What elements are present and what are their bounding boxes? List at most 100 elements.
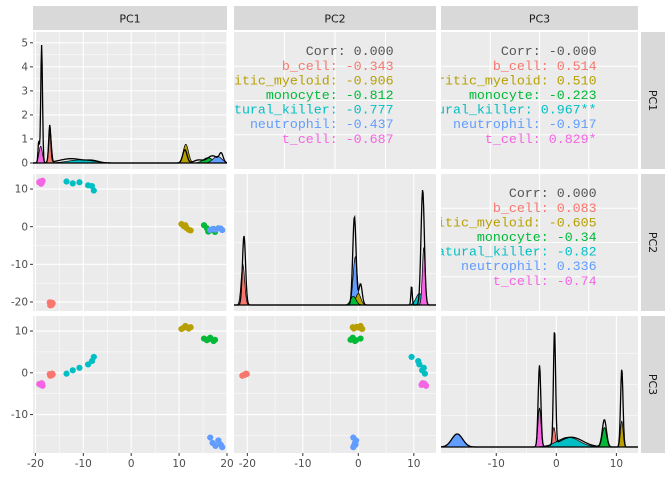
point-natural-killer <box>415 358 422 365</box>
panel-density-pc2 <box>234 174 436 311</box>
point-natural-killer <box>69 180 76 187</box>
x-tick-label: 10 <box>407 458 420 470</box>
corr-overall: Corr: 0.000 <box>509 186 597 201</box>
point-neutrophil <box>207 434 214 441</box>
point-t-cell <box>39 380 46 387</box>
y-tick-label: 3 <box>21 85 28 97</box>
corr-monocyte: monocyte: -0.223 <box>469 88 597 103</box>
point-natural-killer <box>408 353 415 361</box>
point-t-cell <box>421 380 428 387</box>
point-dendritic-myeloid <box>357 322 364 330</box>
y-tick-label: 1 <box>21 134 28 146</box>
point-natural-killer <box>76 364 83 371</box>
corr-natural-killer: natural_killer: -0.82 <box>429 245 597 260</box>
y-axis-row-3: -10 0 10 <box>11 326 33 421</box>
point-neutrophil <box>219 226 226 234</box>
point-neutrophil <box>219 444 226 451</box>
panel-scatter-pc2-pc3 <box>234 316 436 453</box>
point-natural-killer <box>63 178 70 185</box>
point-neutrophil <box>350 444 357 451</box>
point-b-cell <box>49 370 56 377</box>
x-tick-label: 0 <box>128 458 135 470</box>
column-strips: PC1 PC2 PC3 <box>33 6 638 30</box>
panel-density-pc1 <box>33 32 228 169</box>
point-natural-killer <box>90 187 97 194</box>
panel-scatter-pc1-pc3 <box>33 316 228 453</box>
strip-label-col-1: PC1 <box>119 13 140 26</box>
x-tick-label: 10 <box>172 458 185 470</box>
point-monocyte <box>347 336 354 343</box>
point-natural-killer <box>76 179 83 186</box>
corr-t-cell: t_cell: 0.829* <box>485 132 597 147</box>
corr-t-cell: t_cell: -0.74 <box>493 274 597 289</box>
x-tick-label: 0 <box>553 458 560 470</box>
point-t-cell <box>39 178 46 185</box>
y-tick-label: 10 <box>15 326 28 338</box>
y-axis-row-1: 0 1 2 3 4 5 <box>21 37 33 170</box>
corr-overall: Corr: -0.000 <box>501 44 597 59</box>
corr-b-cell: b_cell: -0.343 <box>282 59 394 74</box>
x-tick-label: 0 <box>355 458 362 470</box>
point-natural-killer <box>90 353 97 361</box>
point-monocyte <box>211 336 219 343</box>
panel-density-pc3 <box>441 316 638 453</box>
y-tick-label: 0 <box>21 367 28 379</box>
x-tick-label: -10 <box>488 458 505 470</box>
y-tick-label: 4 <box>21 61 28 73</box>
x-axis-col-1: -20 -10 0 10 20 <box>27 453 234 470</box>
corr-neutrophil: neutrophil: -0.917 <box>453 117 597 132</box>
panel-scatter-pc1-pc2 <box>33 174 228 311</box>
y-tick-label: -20 <box>11 297 28 309</box>
x-axis-col-2: -20 -10 0 10 <box>239 453 420 470</box>
y-tick-label: 0 <box>21 158 28 170</box>
corr-dendritic-myeloid: dendritic_myeloid: 0.510 <box>405 73 597 88</box>
point-b-cell <box>49 299 56 306</box>
point-dendritic-myeloid <box>182 322 189 330</box>
corr-neutrophil: neutrophil: -0.437 <box>250 117 394 132</box>
corr-t-cell: t_cell: -0.687 <box>282 132 394 147</box>
point-dendritic-myeloid <box>349 324 356 331</box>
row-strips: PC1 PC2 PC3 <box>641 32 665 453</box>
x-tick-label: 20 <box>220 458 233 470</box>
y-tick-label: 5 <box>21 37 28 49</box>
strip-label-row-2: PC2 <box>646 232 659 253</box>
corr-b-cell: b_cell: 0.514 <box>493 59 597 74</box>
point-monocyte <box>205 336 212 343</box>
strip-label-row-3: PC3 <box>646 374 659 395</box>
y-tick-label: -10 <box>11 259 28 271</box>
x-tick-label: 10 <box>610 458 623 470</box>
corr-dendritic-myeloid: dendritic_myeloid: -0.906 <box>194 73 394 88</box>
point-natural-killer <box>420 364 427 371</box>
corr-overall: Corr: 0.000 <box>306 44 394 59</box>
x-tick-label: -10 <box>294 458 311 470</box>
x-axis-col-3: -10 0 10 <box>488 453 623 470</box>
y-tick-label: -10 <box>11 409 28 421</box>
strip-label-col-2: PC2 <box>324 13 345 26</box>
point-neutrophil <box>212 442 219 449</box>
y-axis-row-2: -20 -10 0 10 <box>11 184 33 309</box>
point-dendritic-myeloid <box>187 227 194 234</box>
point-b-cell <box>243 370 250 377</box>
point-natural-killer <box>63 370 70 377</box>
y-tick-label: 10 <box>15 184 28 196</box>
corr-dendritic-myeloid: dendritic_myeloid: -0.605 <box>397 215 597 230</box>
x-tick-label: -10 <box>75 458 92 470</box>
x-tick-label: -20 <box>27 458 44 470</box>
corr-b-cell: b_cell: 0.083 <box>493 201 597 216</box>
y-tick-label: 2 <box>21 110 28 122</box>
corr-natural-killer: natural_killer: 0.967** <box>413 103 597 118</box>
point-natural-killer <box>69 367 76 374</box>
corr-monocyte: monocyte: -0.34 <box>477 230 597 245</box>
y-tick-label: 0 <box>21 221 28 233</box>
corr-natural-killer: natural_killer: -0.777 <box>218 103 394 118</box>
corr-neutrophil: neutrophil: 0.336 <box>461 259 597 274</box>
corr-monocyte: monocyte: -0.812 <box>266 88 394 103</box>
x-tick-label: -20 <box>239 458 256 470</box>
point-dendritic-myeloid <box>182 222 189 229</box>
strip-label-col-3: PC3 <box>529 13 550 26</box>
point-dendritic-myeloid <box>187 324 194 331</box>
